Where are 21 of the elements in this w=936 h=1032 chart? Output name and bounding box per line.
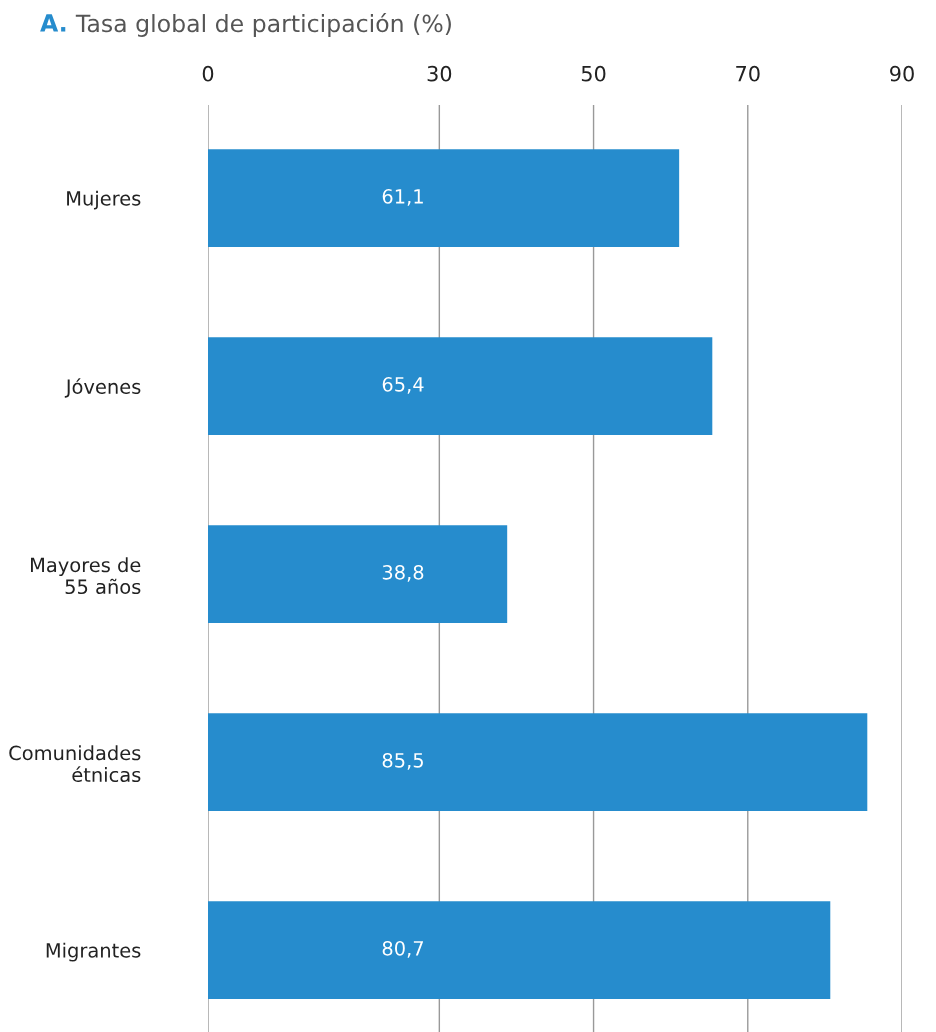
bar [208,525,508,623]
x-tick-label: 70 [736,65,760,82]
y-tick-label: Mujeres [67,190,141,210]
y-tick-label: Jóvenes [64,378,141,398]
y-tick-label: Mayores de 55 años [31,557,141,595]
bar [208,901,831,999]
x-tick-label: 0 [202,65,214,82]
data-label: 65,4 [382,376,424,394]
bar [208,149,680,247]
x-tick-label: 90 [890,65,914,82]
y-tick-label: Comunidades étnicas [9,745,141,783]
data-label: 85,5 [382,752,423,770]
bar [208,337,713,435]
chart-title: A. Tasa global de participación (%) [40,13,451,37]
x-tick-label: 30 [427,65,452,82]
y-tick-label: Migrantes [46,942,141,962]
x-tick-label: 50 [581,65,606,82]
data-label: 80,7 [382,940,423,958]
data-label: 38,8 [382,564,424,582]
bar [208,713,868,811]
data-label: 61,1 [382,188,423,206]
